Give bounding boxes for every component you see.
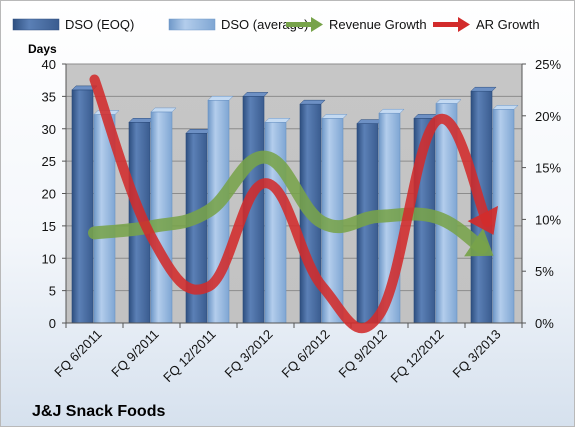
chart-title: J&J Snack Foods xyxy=(32,403,165,420)
revenue-growth-point-0 xyxy=(94,232,96,234)
legend-swatch-dso-average xyxy=(168,18,216,31)
x-tick-label-2: FQ 12/2011 xyxy=(160,327,218,385)
bar-dso-eoq-top-4 xyxy=(299,99,326,105)
legend-label-ar-growth: AR Growth xyxy=(476,17,540,32)
bar-dso-eoq-0 xyxy=(71,85,98,324)
bar-dso-average-body-1 xyxy=(150,111,173,324)
y2-tick-label-0: 0% xyxy=(535,316,554,331)
legend-swatch-dso-eoq xyxy=(12,18,60,31)
y2-tick-label-25: 25% xyxy=(535,57,561,72)
legend-arrow-revenue-growth xyxy=(286,17,323,32)
legend-label-dso-eoq: DSO (EOQ) xyxy=(65,17,134,32)
y-tick-label-35: 35 xyxy=(42,89,56,104)
ar-growth-point-1 xyxy=(151,236,153,238)
ar-growth-line xyxy=(89,74,493,334)
bar-dso-eoq-top-3 xyxy=(242,92,269,97)
y2-tick-label-10: 10% xyxy=(535,212,561,227)
y2-tick-label-15: 15% xyxy=(535,161,561,176)
y-tick-label-30: 30 xyxy=(42,122,56,137)
growth-lines xyxy=(88,74,498,334)
bar-dso-average-3 xyxy=(264,118,291,324)
legend-item-ar-growth: AR Growth xyxy=(433,17,540,32)
x-tick-label-4: FQ 6/2012 xyxy=(279,327,333,381)
legend: DSO (EOQ) DSO (average) Revenue Growth A… xyxy=(12,17,540,32)
y-tick-label-40: 40 xyxy=(42,57,56,72)
legend-item-dso-average: DSO (average) xyxy=(168,17,308,32)
ar-growth-point-5 xyxy=(379,314,381,316)
bar-dso-eoq-top-2 xyxy=(185,129,212,134)
x-tick-label-7: FQ 3/2013 xyxy=(450,327,504,381)
ar-growth-arrowhead xyxy=(467,205,498,235)
ar-growth-point-4 xyxy=(322,286,324,288)
legend-label-dso-average: DSO (average) xyxy=(221,17,308,32)
ar-growth-point-0 xyxy=(94,79,96,81)
bar-dso-eoq-body-0 xyxy=(71,89,94,324)
ar-growth-point-3 xyxy=(265,182,267,184)
bar-dso-average-top-7 xyxy=(492,105,519,110)
x-tick-label-0: FQ 6/2011 xyxy=(51,327,104,380)
bar-dso-average-1 xyxy=(150,107,177,324)
y-tick-label-15: 15 xyxy=(42,219,56,234)
legend-item-dso-eoq: DSO (EOQ) xyxy=(12,17,134,32)
x-tick-label-1: FQ 9/2011 xyxy=(108,327,161,380)
bar-dso-average-top-6 xyxy=(435,99,462,104)
y-axis-title: Days xyxy=(28,42,57,56)
revenue-growth-arrowhead xyxy=(464,228,494,257)
y-tick-label-25: 25 xyxy=(42,154,56,169)
y-tick-label-5: 5 xyxy=(49,284,56,299)
bar-dso-average-7 xyxy=(492,105,519,324)
bar-dso-average-top-5 xyxy=(378,108,405,114)
y-tick-label-0: 0 xyxy=(49,316,56,331)
legend-item-revenue-growth: Revenue Growth xyxy=(286,17,427,32)
ar-growth-point-2 xyxy=(208,286,210,288)
bar-dso-average-top-1 xyxy=(150,107,177,113)
bar-dso-average-top-3 xyxy=(264,118,291,123)
bar-dso-average-top-4 xyxy=(321,114,348,119)
bar-dso-eoq-top-1 xyxy=(128,118,155,123)
legend-arrow-ar-growth xyxy=(433,17,470,32)
revenue-growth-point-2 xyxy=(208,210,210,212)
revenue-growth-point-5 xyxy=(379,216,381,218)
revenue-growth-point-6 xyxy=(436,217,438,219)
x-tick-label-6: FQ 12/2012 xyxy=(387,327,446,386)
revenue-growth-line xyxy=(88,150,489,255)
bar-dso-eoq-top-7 xyxy=(470,86,497,92)
y-tick-label-10: 10 xyxy=(42,251,56,266)
revenue-growth-point-4 xyxy=(322,222,324,224)
y2-tick-label-5: 5% xyxy=(535,264,554,279)
bar-dso-average-top-2 xyxy=(207,96,234,101)
revenue-growth-point-3 xyxy=(265,156,267,158)
x-tick-label-5: FQ 9/2012 xyxy=(336,327,390,381)
legend-label-revenue-growth: Revenue Growth xyxy=(329,17,427,32)
ar-growth-point-6 xyxy=(436,120,438,122)
y2-tick-label-20: 20% xyxy=(535,109,561,124)
y-tick-label-20: 20 xyxy=(42,187,56,202)
x-tick-label-3: FQ 3/2012 xyxy=(222,327,276,381)
bar-dso-eoq-top-5 xyxy=(356,119,383,124)
